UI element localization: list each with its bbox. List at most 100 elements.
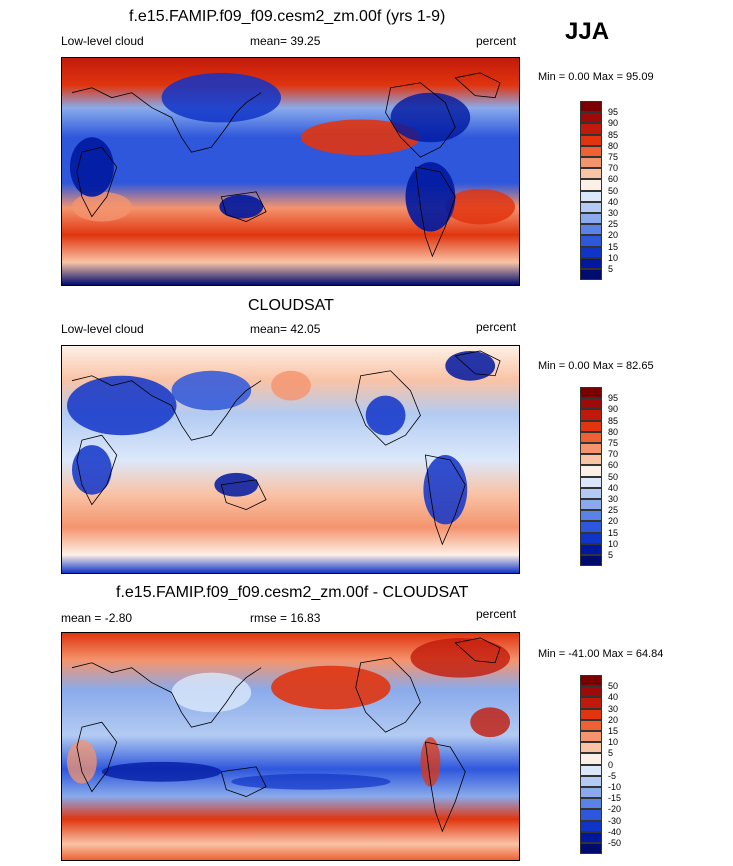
colorbar-tick-label: 85 <box>608 129 619 140</box>
panel2-map-field <box>62 346 519 573</box>
panel1-colorbar: 95 90 85 80 75 70 60 50 40 30 25 20 15 10 5 <box>580 101 640 284</box>
colorbar-swatch <box>580 201 602 213</box>
panel3-map <box>61 632 520 861</box>
colorbar-tick-label: 85 <box>608 415 619 426</box>
panel1-units: percent <box>476 34 517 48</box>
colorbar-tick-label: 60 <box>608 460 619 471</box>
colorbar-tick-label: -40 <box>608 826 622 837</box>
colorbar-swatch <box>580 179 602 191</box>
colorbar-tick-label: 15 <box>608 241 619 252</box>
colorbar-swatch <box>580 675 602 687</box>
panel2-colorbar: 95 90 85 80 75 70 60 50 40 30 25 20 15 10 5 <box>580 387 640 570</box>
colorbar-tick-label: 10 <box>608 737 619 748</box>
panel3-coastlines <box>71 637 501 833</box>
colorbar-tick-label: 15 <box>608 726 619 736</box>
panel2-title: CLOUDSAT <box>248 297 334 314</box>
colorbar-swatch <box>580 112 602 124</box>
panel2-minmax: Min = 0.00 Max = 82.65 <box>538 360 654 372</box>
colorbar-swatch <box>580 190 602 202</box>
panel3-units: percent <box>476 607 517 621</box>
panel1-minmax: Min = 0.00 Max = 95.09 <box>538 71 654 83</box>
colorbar-swatch <box>580 420 602 432</box>
colorbar-swatch <box>580 831 602 843</box>
colorbar-swatch <box>580 809 602 821</box>
colorbar-swatch <box>580 157 602 169</box>
colorbar-tick-label: 75 <box>608 438 619 448</box>
colorbar-tick-label: -5 <box>608 770 617 781</box>
colorbar-tick-label: 10 <box>608 538 619 549</box>
panel2-mean-label: mean= 42.05 <box>250 322 321 336</box>
colorbar-swatch <box>580 235 602 247</box>
season-label: JJA <box>565 18 610 45</box>
colorbar-tick-label: 50 <box>608 185 619 196</box>
colorbar-swatch <box>580 409 602 421</box>
colorbar-tick-label: 95 <box>608 393 619 404</box>
colorbar-swatch <box>580 697 602 709</box>
colorbar-swatch <box>580 487 602 499</box>
colorbar-swatch <box>580 443 602 455</box>
panel3-rmse-label: rmse = 16.83 <box>250 611 321 625</box>
colorbar-swatch <box>580 213 602 225</box>
colorbar-swatch <box>580 719 602 731</box>
panel2-left-label: Low-level cloud <box>61 322 144 336</box>
colorbar-swatch <box>580 101 602 113</box>
colorbar-swatch <box>580 476 602 488</box>
colorbar-swatch <box>580 134 602 146</box>
colorbar-swatch <box>580 764 602 776</box>
colorbar-tick-label: 5 <box>608 748 614 759</box>
colorbar-swatch <box>580 555 602 567</box>
panel3-title: f.e15.FAMIP.f09_f09.cesm2_zm.00f - CLOUD… <box>116 584 469 601</box>
colorbar-swatch <box>580 145 602 157</box>
colorbar-swatch <box>580 798 602 810</box>
panel2-map <box>61 345 520 574</box>
colorbar-tick-label: -15 <box>608 793 622 804</box>
colorbar-tick-label: 20 <box>608 516 619 527</box>
colorbar-swatch <box>580 532 602 544</box>
panel3-minmax: Min = -41.00 Max = 64.84 <box>538 648 664 660</box>
colorbar-swatch <box>580 168 602 180</box>
colorbar-tick-label: -50 <box>608 838 622 848</box>
colorbar-swatch <box>580 465 602 477</box>
colorbar-swatch <box>580 499 602 511</box>
colorbar-tick-label: 20 <box>608 714 619 725</box>
colorbar-swatch <box>580 708 602 720</box>
panel1-coastlines <box>71 72 501 258</box>
colorbar-swatch <box>580 753 602 765</box>
colorbar-tick-label: -30 <box>608 815 622 826</box>
panel1-map-field <box>62 58 519 285</box>
colorbar-tick-label: 70 <box>608 449 619 460</box>
colorbar-swatch <box>580 246 602 258</box>
colorbar-swatch <box>580 398 602 410</box>
colorbar-tick-label: 30 <box>608 494 619 504</box>
colorbar-tick-label: 80 <box>608 426 619 437</box>
colorbar-tick-label: 95 <box>608 107 619 118</box>
colorbar-tick-label: 25 <box>608 505 619 516</box>
panel2-coastlines <box>71 350 501 546</box>
colorbar-tick-label: 15 <box>608 527 619 538</box>
colorbar-tick-label: 30 <box>608 208 619 218</box>
colorbar-tick-label: 25 <box>608 219 619 230</box>
colorbar-tick-label: 30 <box>608 703 619 714</box>
colorbar-swatch <box>580 775 602 787</box>
colorbar-tick-label: 0 <box>608 759 614 770</box>
colorbar-tick-label: 70 <box>608 163 619 174</box>
colorbar-tick-label: -20 <box>608 804 622 815</box>
panel3-map-field <box>62 633 519 860</box>
colorbar-tick-label: 5 <box>608 264 614 274</box>
colorbar-tick-label: 50 <box>608 471 619 482</box>
colorbar-tick-label: 90 <box>608 118 619 129</box>
colorbar-swatch <box>580 742 602 754</box>
colorbar-tick-label: 60 <box>608 174 619 185</box>
panel2-units: percent <box>476 320 517 334</box>
colorbar-swatch <box>580 510 602 522</box>
colorbar-tick-label: 90 <box>608 404 619 415</box>
panel1-map <box>61 57 520 286</box>
colorbar-tick-label: 40 <box>608 196 619 207</box>
colorbar-tick-label: 40 <box>608 482 619 493</box>
colorbar-tick-label: -10 <box>608 782 622 792</box>
panel1-mean-label: mean= 39.25 <box>250 34 321 48</box>
colorbar-tick-label: 80 <box>608 140 619 151</box>
colorbar-swatch <box>580 269 602 281</box>
colorbar-swatch <box>580 257 602 269</box>
colorbar-tick-label: 5 <box>608 550 614 560</box>
